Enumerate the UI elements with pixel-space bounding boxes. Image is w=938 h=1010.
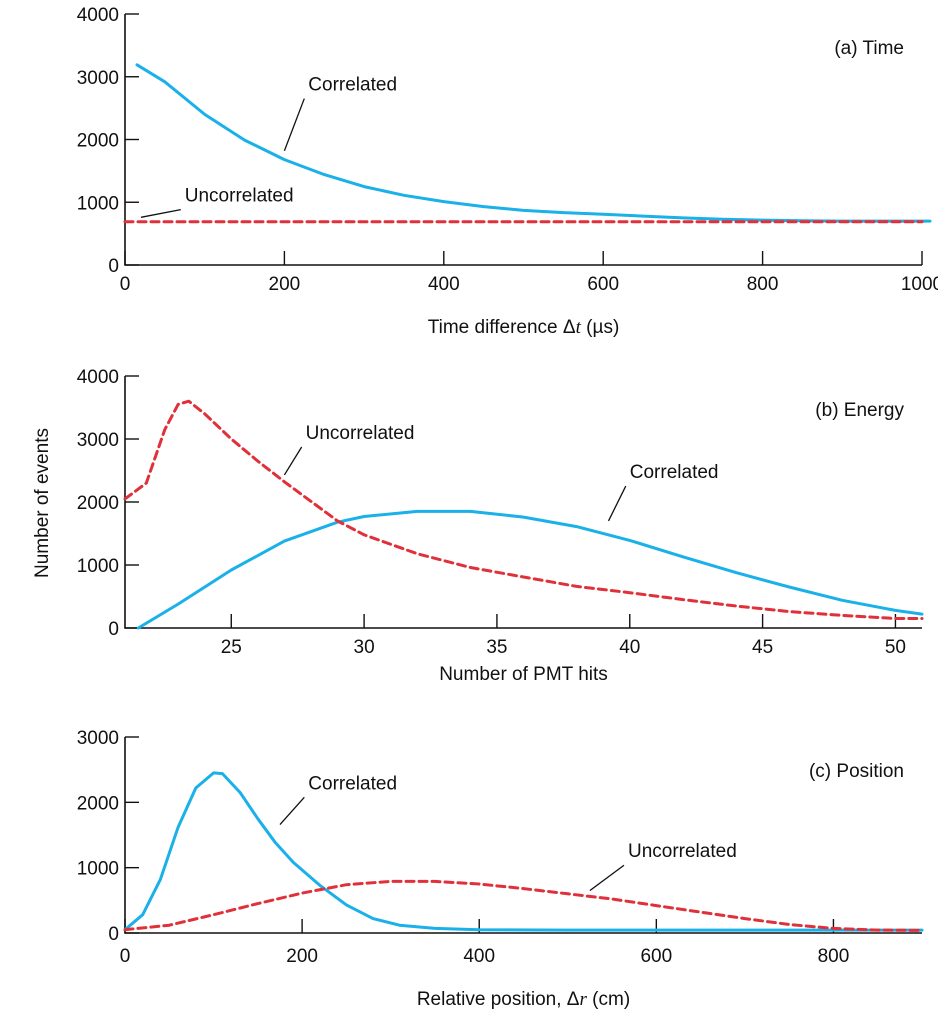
series-label: Correlated (308, 773, 397, 794)
y-tick-label: 1000 (77, 859, 119, 880)
correlated-curve (136, 509, 924, 630)
series-label-leader (283, 98, 305, 152)
y-tick-label: 3000 (77, 728, 119, 749)
y-tick-label: 0 (108, 619, 119, 640)
x-tick-label: 400 (428, 274, 460, 295)
x-tick-label: 0 (120, 946, 131, 967)
x-tick-label: 50 (885, 637, 906, 658)
y-tick-label: 1000 (77, 556, 119, 577)
x-tick-label: 800 (818, 946, 850, 967)
series-label: Uncorrelated (628, 841, 737, 862)
x-axis-title: Time difference Δt (µs) (428, 317, 620, 338)
x-tick-label: 1000 (901, 274, 938, 295)
y-tick-label: 2000 (77, 131, 119, 152)
x-tick-label: 800 (747, 274, 779, 295)
x-axis-title: Relative position, Δr (cm) (417, 989, 630, 1010)
y-tick-label: 3000 (77, 68, 119, 89)
y-tick-label: 2000 (77, 793, 119, 814)
x-tick-label: 30 (354, 637, 375, 658)
series-label-leader (607, 485, 627, 522)
series-label: Uncorrelated (306, 423, 415, 444)
uncorrelated-curve (123, 399, 924, 620)
panel-label: (b) Energy (815, 400, 904, 421)
x-tick-label: 200 (286, 946, 318, 967)
correlated-curve (123, 771, 924, 932)
x-tick-label: 0 (120, 274, 131, 295)
panel-time-chart: 0 1000 2000 3000 4000 0 200 400 600 800 1000 Correl… (77, 5, 938, 338)
x-tick-label: 35 (486, 637, 507, 658)
x-tick-label: 25 (221, 637, 242, 658)
series-label: Correlated (308, 75, 397, 96)
series-label: Uncorrelated (185, 186, 294, 207)
series-label: Correlated (630, 462, 719, 483)
series-label-leader (283, 446, 303, 476)
panel-label: (a) Time (834, 38, 904, 59)
axes-frame (124, 737, 922, 934)
uncorrelated-curve (123, 879, 924, 932)
y-tick-label: 3000 (77, 430, 119, 451)
shared-y-axis-label: Number of events (32, 428, 53, 578)
x-tick-label: 200 (269, 274, 301, 295)
y-tick-label: 4000 (77, 5, 119, 26)
x-axis-title: Number of PMT hits (439, 664, 608, 685)
x-tick-label: 600 (587, 274, 619, 295)
x-tick-label: 40 (619, 637, 640, 658)
y-tick-label: 0 (108, 256, 119, 277)
x-tick-label: 400 (463, 946, 495, 967)
series-label-leader (279, 796, 305, 825)
y-tick-label: 4000 (77, 367, 119, 388)
y-tick-label: 2000 (77, 493, 119, 514)
series-label-leader (140, 208, 181, 218)
x-tick-label: 45 (752, 637, 773, 658)
series-label-leader (589, 864, 625, 892)
panel-position-chart: 0 1000 2000 3000 0 200 400 600 800 Correlated Unco… (77, 728, 924, 1010)
y-tick-label: 1000 (77, 193, 119, 214)
panel-label: (c) Position (809, 761, 904, 782)
x-tick-label: 600 (640, 946, 672, 967)
panel-energy-chart: 0 1000 2000 3000 4000 25 30 35 40 45 50 Uncorrelate… (77, 367, 924, 685)
y-tick-label: 0 (108, 924, 119, 945)
